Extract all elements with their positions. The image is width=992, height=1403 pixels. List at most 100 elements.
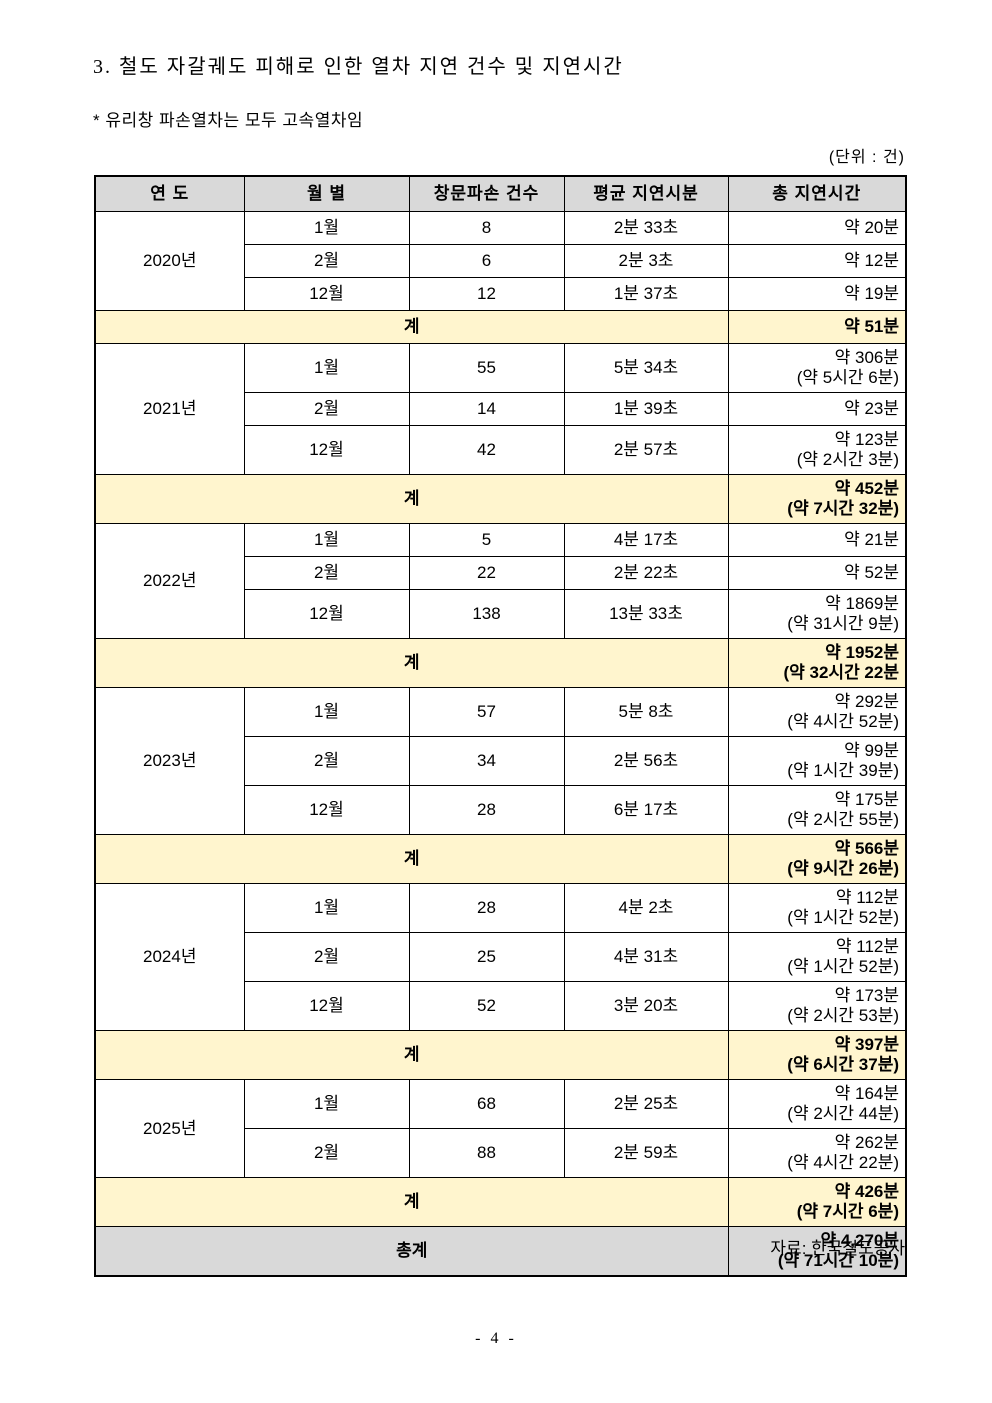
total-delay-cell: 약 21분 [727, 523, 907, 557]
total-delay-cell: 약 1869분 (약 31시간 9분) [727, 589, 907, 639]
table-row: 2월 34 2분 56초 약 99분 (약 1시간 39분) [95, 736, 907, 786]
subtotal-value-cell: 약 397분 (약 6시간 37분) [727, 1030, 907, 1080]
avg-delay-cell: 13분 33초 [563, 589, 729, 639]
subtotal-value-cell: 약 426분 (약 7시간 6분) [727, 1177, 907, 1227]
subtotal-value-cell: 약 566분 (약 9시간 26분) [727, 834, 907, 884]
total-delay-cell: 약 175분 (약 2시간 55분) [727, 785, 907, 835]
month-cell: 1월 [243, 211, 410, 245]
table-row: 2월 25 4분 31초 약 112분 (약 1시간 52분) [95, 932, 907, 982]
subtotal-label-cell: 계 [94, 1030, 729, 1080]
avg-delay-cell: 3분 20초 [563, 981, 729, 1031]
month-cell: 2월 [243, 392, 410, 426]
table-row: 2024년 1월 28 4분 2초 약 112분 (약 1시간 52분) [94, 883, 907, 1031]
unit-label: (단위 : 건) [828, 149, 905, 166]
total-delay-cell: 약 112분 (약 1시간 52분) [727, 883, 907, 933]
year-cell: 2021년 [94, 343, 245, 475]
total-delay-cell: 약 123분 (약 2시간 3분) [727, 425, 907, 475]
window-damage-count-cell: 88 [408, 1128, 565, 1178]
month-cell: 12월 [243, 981, 410, 1031]
month-cell: 2월 [243, 244, 410, 278]
month-cell: 2월 [243, 1128, 410, 1178]
year-cell: 2023년 [94, 687, 245, 835]
avg-delay-cell: 2분 25초 [563, 1079, 729, 1129]
window-damage-count-cell: 52 [408, 981, 565, 1031]
table-row: 12월 12 1분 37초 약 19분 [95, 277, 907, 311]
year-cell: 2025년 [94, 1079, 245, 1178]
column-header: 창문파손 건수 [408, 175, 565, 212]
window-damage-count-cell: 5 [408, 523, 565, 557]
total-delay-cell: 약 19분 [727, 277, 907, 311]
total-delay-cell: 약 292분 (약 4시간 52분) [727, 687, 907, 737]
window-damage-count-cell: 57 [408, 687, 565, 737]
total-delay-cell: 약 306분 (약 5시간 6분) [727, 343, 907, 393]
window-damage-count-cell: 55 [408, 343, 565, 393]
avg-delay-cell: 4분 31초 [563, 932, 729, 982]
table-row: 12월 138 13분 33초 약 1869분 (약 31시간 9분) [95, 589, 907, 639]
total-delay-cell: 약 23분 [727, 392, 907, 426]
window-damage-count-cell: 12 [408, 277, 565, 311]
column-header: 평균 지연시분 [563, 175, 729, 212]
table-row: 2025년 1월 68 2분 25초 약 164분 (약 2시간 44분) [94, 1079, 907, 1178]
grand-total-value-cell: 약 4,270분 (약 71시간 10분) [727, 1226, 907, 1277]
avg-delay-cell: 5분 8초 [563, 687, 729, 737]
window-damage-count-cell: 34 [408, 736, 565, 786]
year-cell: 2024년 [94, 883, 245, 1031]
avg-delay-cell: 2분 56초 [563, 736, 729, 786]
column-header: 연 도 [94, 175, 245, 212]
column-header: 월 별 [243, 175, 410, 212]
subtotal-label-cell: 계 [94, 834, 729, 884]
month-cell: 1월 [243, 343, 410, 393]
month-cell: 1월 [243, 883, 410, 933]
month-cell: 12월 [243, 589, 410, 639]
table-row: 2월 88 2분 59초 약 262분 (약 4시간 22분) [95, 1128, 907, 1178]
month-cell: 12월 [243, 425, 410, 475]
month-cell: 12월 [243, 277, 410, 311]
table-body: 2020년 1월 8 2분 33초 약 20분 2월 6 2분 3초 약 12분 12월 12 1분 … [94, 211, 907, 1277]
table-row: 2020년 1월 8 2분 33초 약 20분 [94, 211, 907, 311]
table-row: 2월 14 1분 39초 약 23분 [95, 392, 907, 426]
month-cell: 1월 [243, 1079, 410, 1129]
avg-delay-cell: 2분 33초 [563, 211, 729, 245]
avg-delay-cell: 1분 37초 [563, 277, 729, 311]
table-row: 12월 28 6분 17초 약 175분 (약 2시간 55분) [95, 785, 907, 835]
page-number: - 4 - [475, 1330, 517, 1347]
subtotal-label-cell: 계 [94, 1177, 729, 1227]
total-delay-cell: 약 164분 (약 2시간 44분) [727, 1079, 907, 1129]
month-cell: 2월 [243, 736, 410, 786]
window-damage-count-cell: 28 [408, 785, 565, 835]
table-row: 2021년 1월 55 5분 34초 약 306분 (약 5시간 6분) [94, 343, 907, 475]
total-delay-cell: 약 262분 (약 4시간 22분) [727, 1128, 907, 1178]
total-delay-cell: 약 52분 [727, 556, 907, 590]
avg-delay-cell: 2분 57초 [563, 425, 729, 475]
month-cell: 2월 [243, 932, 410, 982]
table-row: 2023년 1월 57 5분 8초 약 292분 (약 4시간 52분) [94, 687, 907, 835]
subtotal-value-cell: 약 452분 (약 7시간 32분) [727, 474, 907, 524]
avg-delay-cell: 2분 22초 [563, 556, 729, 590]
year-cell: 2022년 [94, 523, 245, 639]
month-cell: 2월 [243, 556, 410, 590]
window-damage-count-cell: 8 [408, 211, 565, 245]
avg-delay-cell: 2분 3초 [563, 244, 729, 278]
total-delay-cell: 약 12분 [727, 244, 907, 278]
source-label: 자료: 한국철도공사 [770, 1239, 905, 1258]
subtotal-value-cell: 약 1952분 (약 32시간 22분 [727, 638, 907, 688]
column-header: 총 지연시간 [727, 175, 907, 212]
avg-delay-cell: 1분 39초 [563, 392, 729, 426]
month-cell: 12월 [243, 785, 410, 835]
total-delay-cell: 약 99분 (약 1시간 39분) [727, 736, 907, 786]
avg-delay-cell: 5분 34초 [563, 343, 729, 393]
window-damage-count-cell: 68 [408, 1079, 565, 1129]
avg-delay-cell: 2분 59초 [563, 1128, 729, 1178]
total-delay-cell: 약 20분 [727, 211, 907, 245]
grand-total-row: 총계 약 4,270분 (약 71시간 10분) [94, 1226, 907, 1277]
